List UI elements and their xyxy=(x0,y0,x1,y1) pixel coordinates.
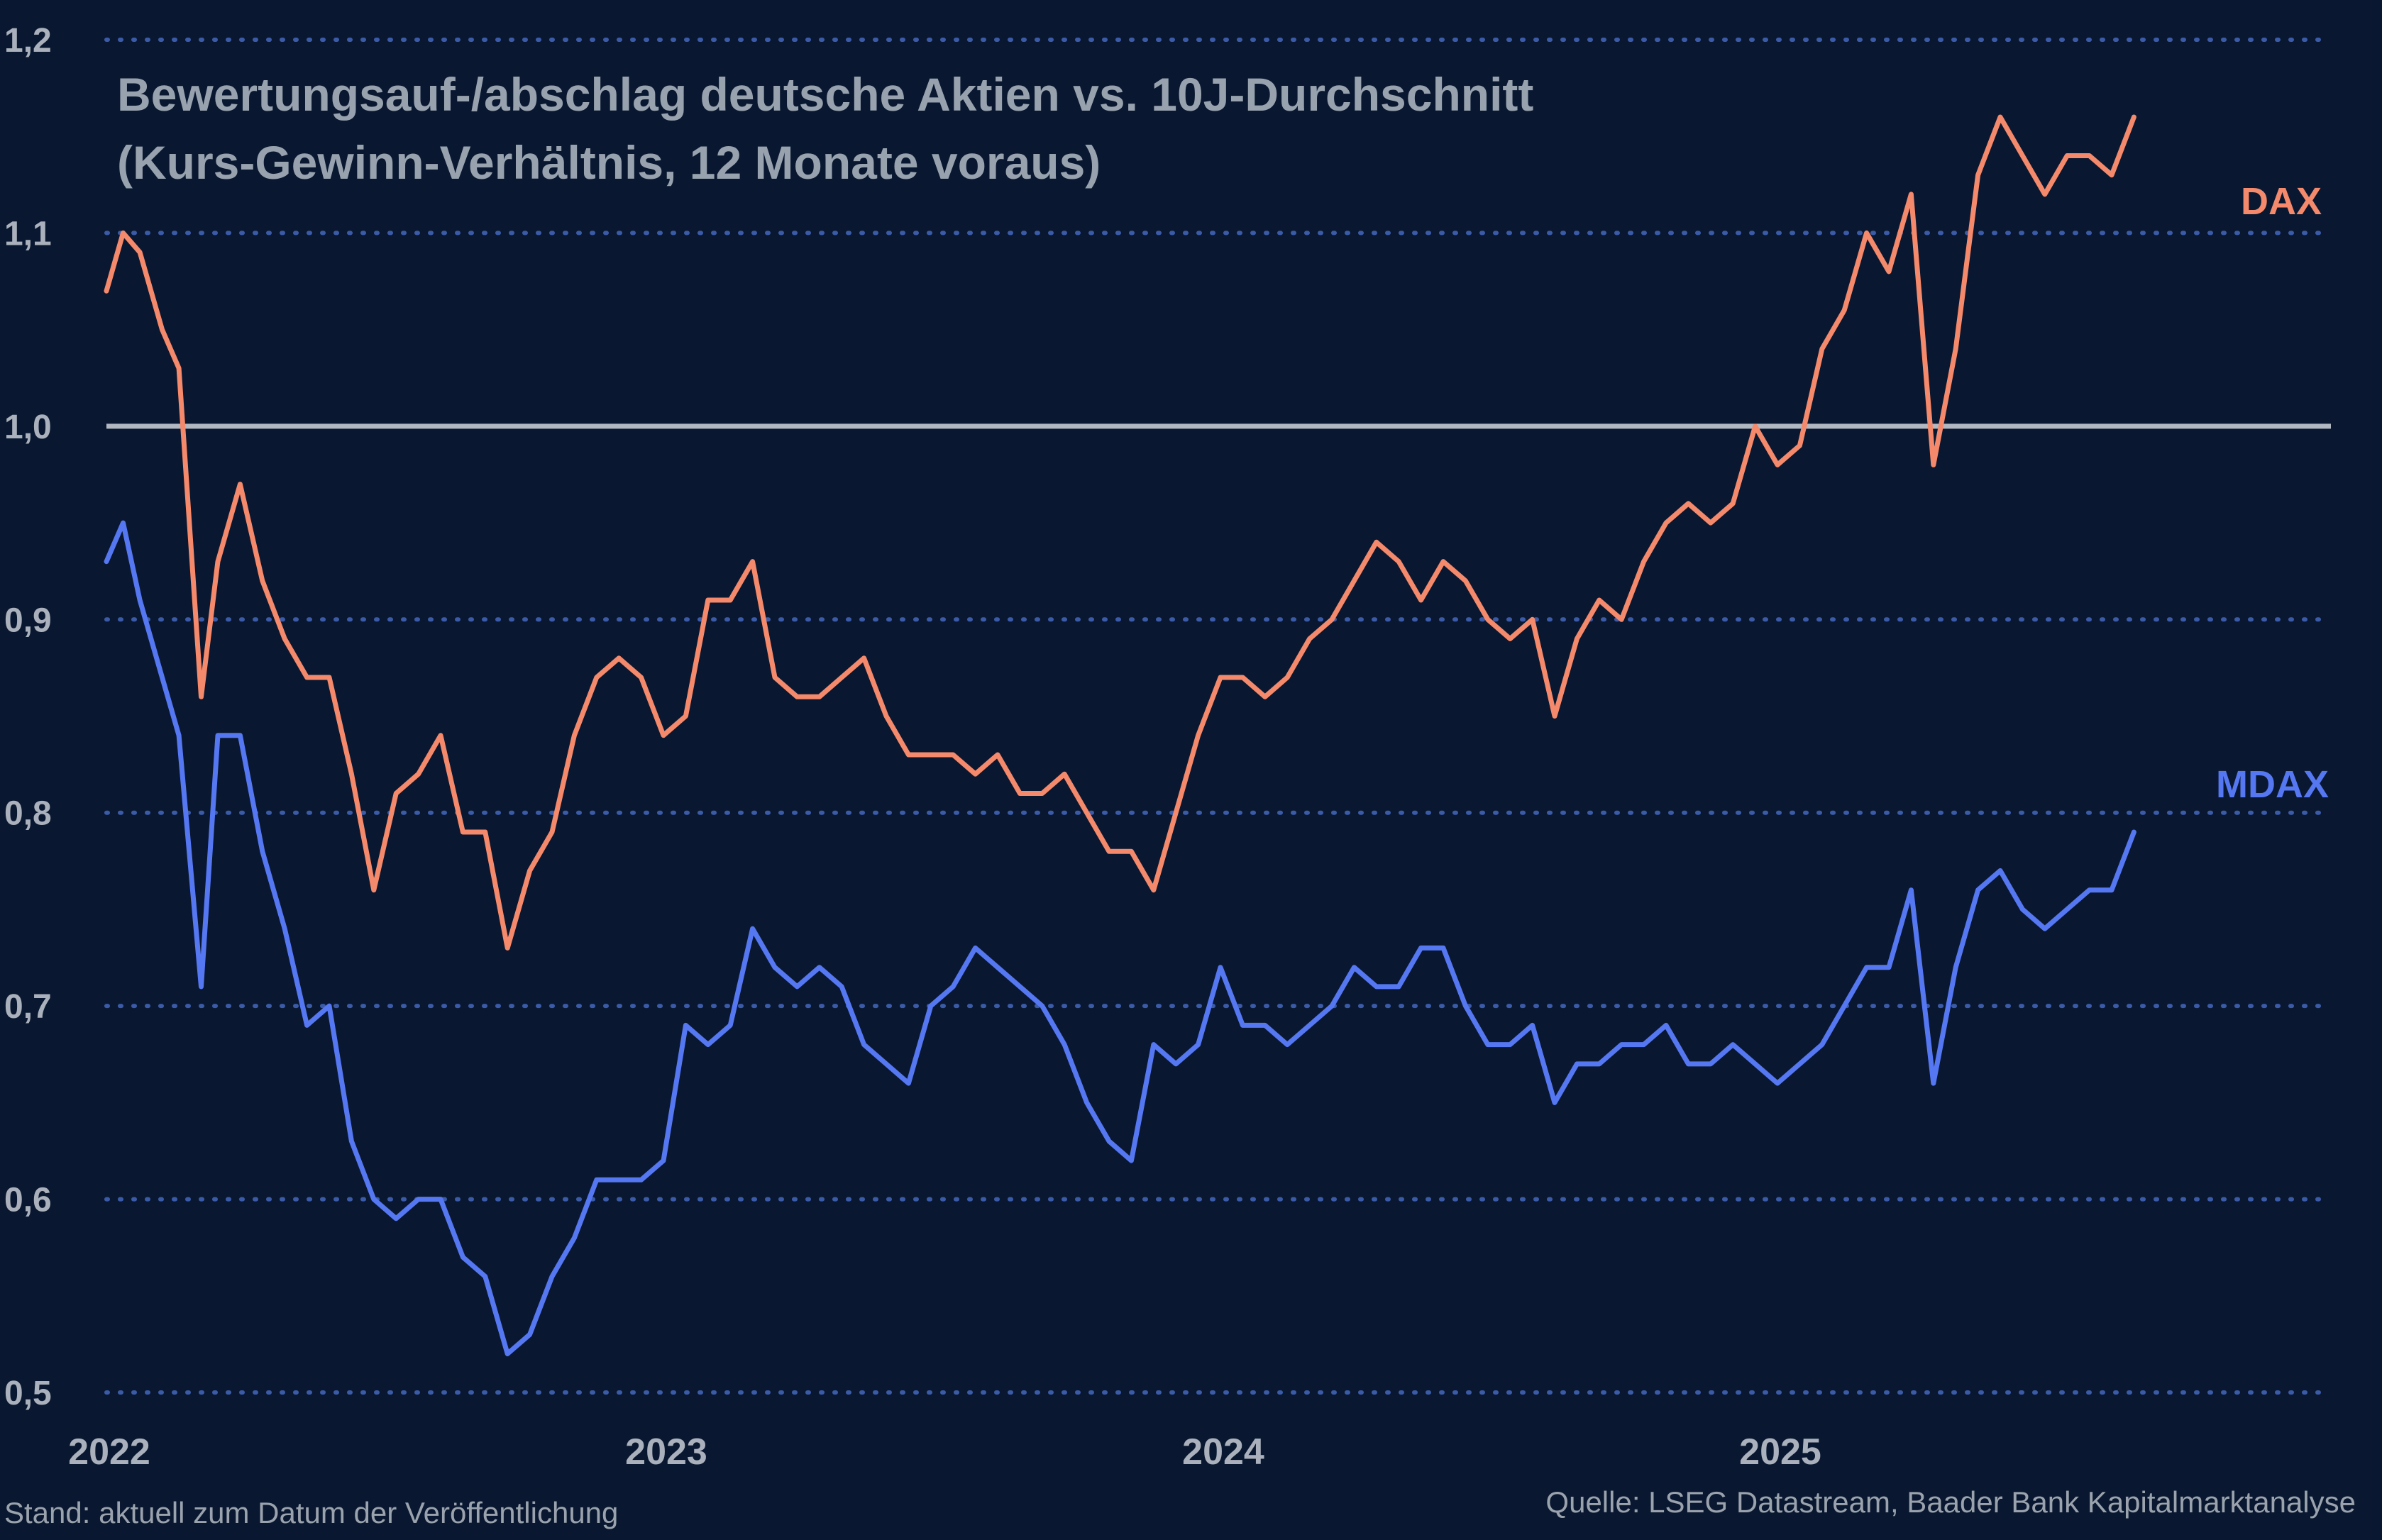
footer-source: Quelle: LSEG Datastream, Baader Bank Kap… xyxy=(1545,1485,2356,1519)
y-tick-label: 1,0 xyxy=(4,409,52,446)
series-line-dax xyxy=(104,114,2136,951)
y-tick-label: 0,9 xyxy=(4,602,52,639)
chart-title-block: Bewertungsauf-/abschlag deutsche Aktien … xyxy=(117,68,1533,189)
x-tick-label: 2024 xyxy=(1182,1431,1264,1473)
series-lines xyxy=(104,114,2136,1356)
y-tick-label: 0,7 xyxy=(4,988,52,1026)
series-line-mdax xyxy=(104,520,2136,1356)
x-tick-label: 2025 xyxy=(1739,1431,1821,1473)
x-tick-label: 2022 xyxy=(68,1431,150,1473)
series-labels: DAX MDAX xyxy=(2216,180,2329,806)
y-tick-label: 1,2 xyxy=(4,22,52,60)
y-tick-label: 0,8 xyxy=(4,795,52,833)
footer: Stand: aktuell zum Datum der Veröffentli… xyxy=(4,1485,2356,1529)
chart-title: Bewertungsauf-/abschlag deutsche Aktien … xyxy=(117,68,1533,121)
chart-subtitle: (Kurs-Gewinn-Verhältnis, 12 Monate vorau… xyxy=(117,136,1101,189)
footer-date-note: Stand: aktuell zum Datum der Veröffentli… xyxy=(4,1496,618,1529)
y-axis-ticks: 0,5 0,6 0,7 0,8 0,9 1,0 1,1 1,2 xyxy=(4,22,52,1412)
y-tick-label: 1,1 xyxy=(4,215,52,253)
gridlines xyxy=(104,38,2333,1395)
series-label-dax: DAX xyxy=(2241,180,2322,223)
x-tick-label: 2023 xyxy=(625,1431,707,1473)
y-tick-label: 0,5 xyxy=(4,1375,52,1412)
series-label-mdax: MDAX xyxy=(2216,763,2329,806)
x-axis-ticks: 2022 2023 2024 2025 xyxy=(68,1431,1821,1473)
y-tick-label: 0,6 xyxy=(4,1182,52,1219)
